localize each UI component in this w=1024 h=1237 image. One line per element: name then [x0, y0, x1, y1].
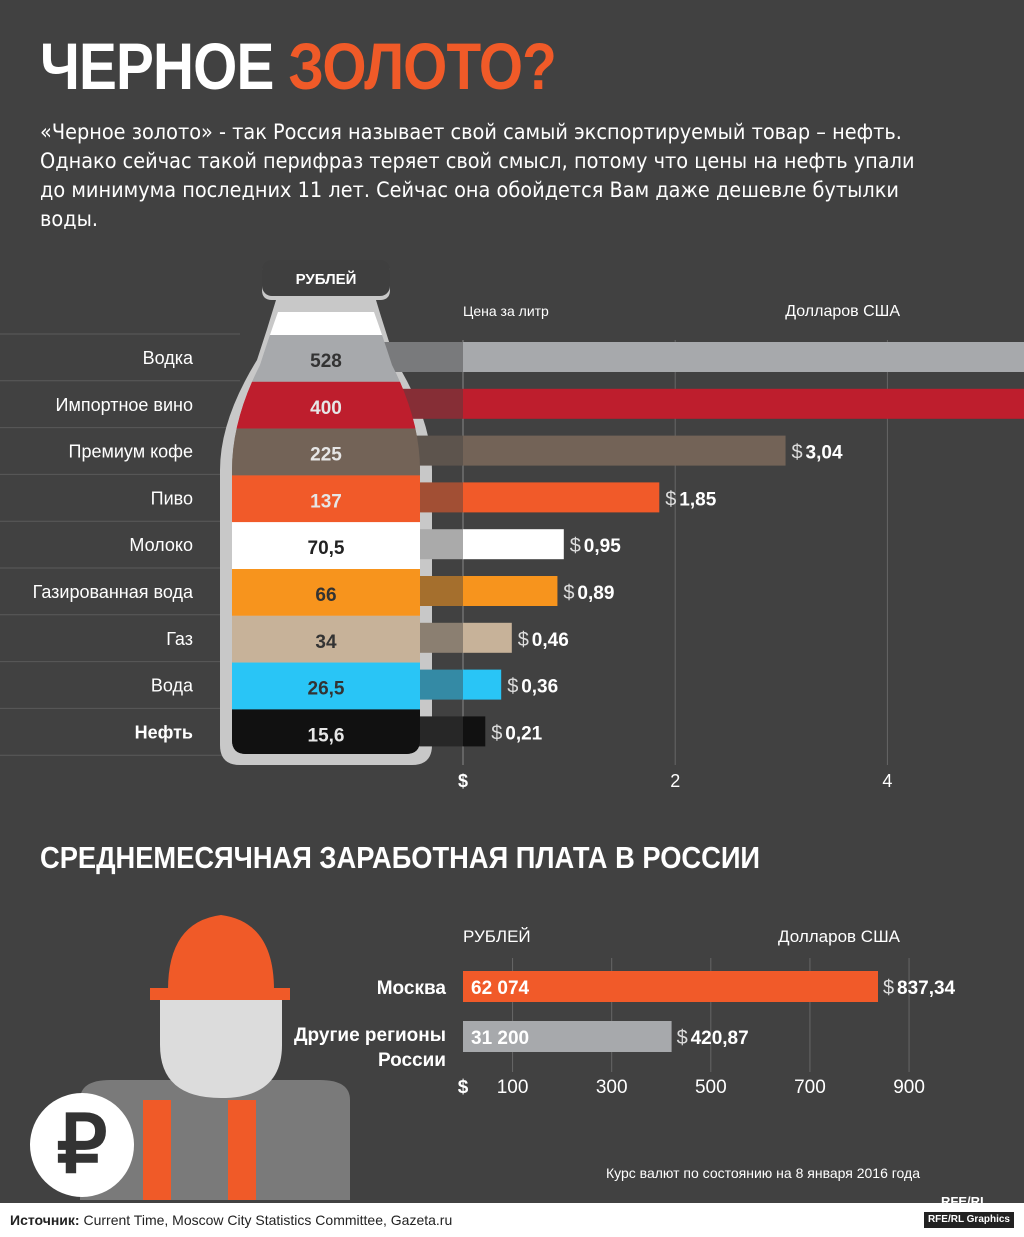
value-label: 0,36 [521, 677, 558, 698]
source-label: Источник: [10, 1212, 80, 1228]
usd-header-label-2: Долларов США [778, 927, 901, 946]
salary-bar [463, 971, 878, 1002]
category-label: Водка [143, 348, 194, 368]
category-label: Вода [151, 676, 194, 696]
salary-x-tick-label: 700 [794, 1077, 826, 1098]
bottle-band-front [232, 709, 420, 754]
salary-category-label: России [378, 1050, 446, 1071]
title-part-1: ЧЕРНОЕ [40, 29, 274, 103]
exchange-rate-note: Курс валют по состоянию на 8 января 2016… [606, 1165, 920, 1181]
value-currency-symbol: $ [792, 442, 803, 464]
bottle-rub-value: 34 [315, 632, 337, 653]
bottle-band-front [232, 381, 420, 429]
worker-strap-right [228, 1100, 256, 1200]
bar [463, 435, 786, 466]
salary-rub-value: 31 200 [471, 1028, 529, 1049]
usd-header-label: Долларов США [785, 303, 900, 320]
value-currency-symbol: $ [491, 722, 502, 744]
bar [463, 576, 558, 606]
bottle-band-front [232, 428, 420, 476]
bottle-rub-value: 225 [310, 445, 342, 466]
chart-canvas: РУБЛЕЙ Цена за литр Долларов США 528 400 225 1… [0, 260, 1024, 1200]
bottle-rub-value: 26,5 [308, 679, 345, 700]
bottle-currency-label: РУБЛЕЙ [296, 270, 357, 288]
salary-x-tick-label: 300 [596, 1077, 628, 1098]
source-line: Источник: Current Time, Moscow City Stat… [10, 1203, 452, 1237]
category-label: Премиум кофе [69, 442, 193, 462]
bottle-band-front [232, 615, 420, 663]
bottle-rub-value: 400 [310, 398, 342, 419]
value-label: 3,04 [806, 443, 843, 464]
value-label: 0,89 [577, 583, 614, 604]
value-label: 0,95 [584, 536, 621, 557]
bar [463, 388, 1024, 419]
category-label: Импортное вино [56, 395, 193, 415]
ruble-coin-icon [30, 1093, 134, 1197]
helmet-brim [150, 988, 290, 1000]
bar [463, 529, 564, 560]
salary-category-label: Другие регионы [294, 1025, 446, 1046]
ruble-symbol-icon: ₽ [57, 1100, 108, 1189]
bar [463, 669, 502, 700]
salary-currency-symbol: $ [883, 977, 894, 999]
x-tick-label: 2 [670, 771, 680, 791]
salary-x-tick-label: $ [458, 1077, 469, 1098]
bar [463, 342, 1024, 372]
category-label: Молоко [129, 535, 193, 555]
price-per-liter-label: Цена за литр [463, 303, 549, 319]
intro-text: «Черное золото» - так Россия называет св… [40, 120, 915, 231]
salary-x-tick-label: 100 [497, 1077, 529, 1098]
bottle-rub-value: 528 [310, 351, 342, 372]
salary-usd-value: 837,34 [897, 978, 956, 999]
value-label: 0,46 [532, 630, 569, 651]
salary-bar [463, 1021, 672, 1052]
value-currency-symbol: $ [570, 535, 581, 557]
salary-category-label: Москва [377, 978, 447, 999]
bottle-band-front [232, 662, 420, 710]
worker-strap-left [143, 1100, 171, 1200]
source-text: Current Time, Moscow City Statistics Com… [79, 1212, 453, 1228]
footer: Источник: Current Time, Moscow City Stat… [0, 1203, 1024, 1237]
salary-x-tick-label: 900 [893, 1077, 925, 1098]
salary-rub-value: 62 074 [471, 978, 530, 999]
bottle-rub-value: 70,5 [308, 538, 345, 559]
bottle-cap [262, 260, 390, 296]
brand-badge: RFE/RL Graphics [923, 1212, 1014, 1228]
value-label: 0,21 [505, 723, 542, 744]
value-currency-symbol: $ [518, 629, 529, 651]
salary-section-title: СРЕДНЕМЕСЯЧНАЯ ЗАРАБОТНАЯ ПЛАТА В РОССИИ [40, 840, 761, 875]
category-label: Газированная вода [33, 582, 194, 602]
bar [463, 482, 660, 513]
x-tick-label: 4 [882, 771, 892, 791]
salary-usd-value: 420,87 [691, 1028, 749, 1049]
x-tick-label: $ [458, 771, 468, 791]
salary-x-tick-label: 500 [695, 1077, 727, 1098]
bottle-band-front [232, 569, 420, 616]
helmet-icon [168, 915, 274, 990]
value-currency-symbol: $ [563, 582, 574, 604]
salary-currency-symbol: $ [677, 1027, 688, 1049]
bottle-band-front [232, 475, 420, 523]
value-currency-symbol: $ [507, 676, 518, 698]
category-label: Нефть [135, 722, 193, 742]
bottle-band-front [232, 522, 420, 569]
rub-header-label: РУБЛЕЙ [463, 927, 531, 946]
value-currency-symbol: $ [665, 488, 676, 510]
page-title: ЧЕРНОЕ ЗОЛОТО? [40, 28, 557, 104]
bar [463, 716, 486, 747]
bottle-rub-value: 137 [310, 491, 342, 512]
category-label: Газ [166, 629, 193, 649]
category-label: Пиво [151, 488, 193, 508]
worker-head [160, 1000, 282, 1098]
bar [463, 622, 512, 653]
bottle-rub-value: 66 [315, 585, 336, 606]
value-label: 1,85 [679, 489, 716, 510]
title-part-2: ЗОЛОТО? [288, 29, 556, 103]
bottle-rub-value: 15,6 [308, 725, 345, 746]
